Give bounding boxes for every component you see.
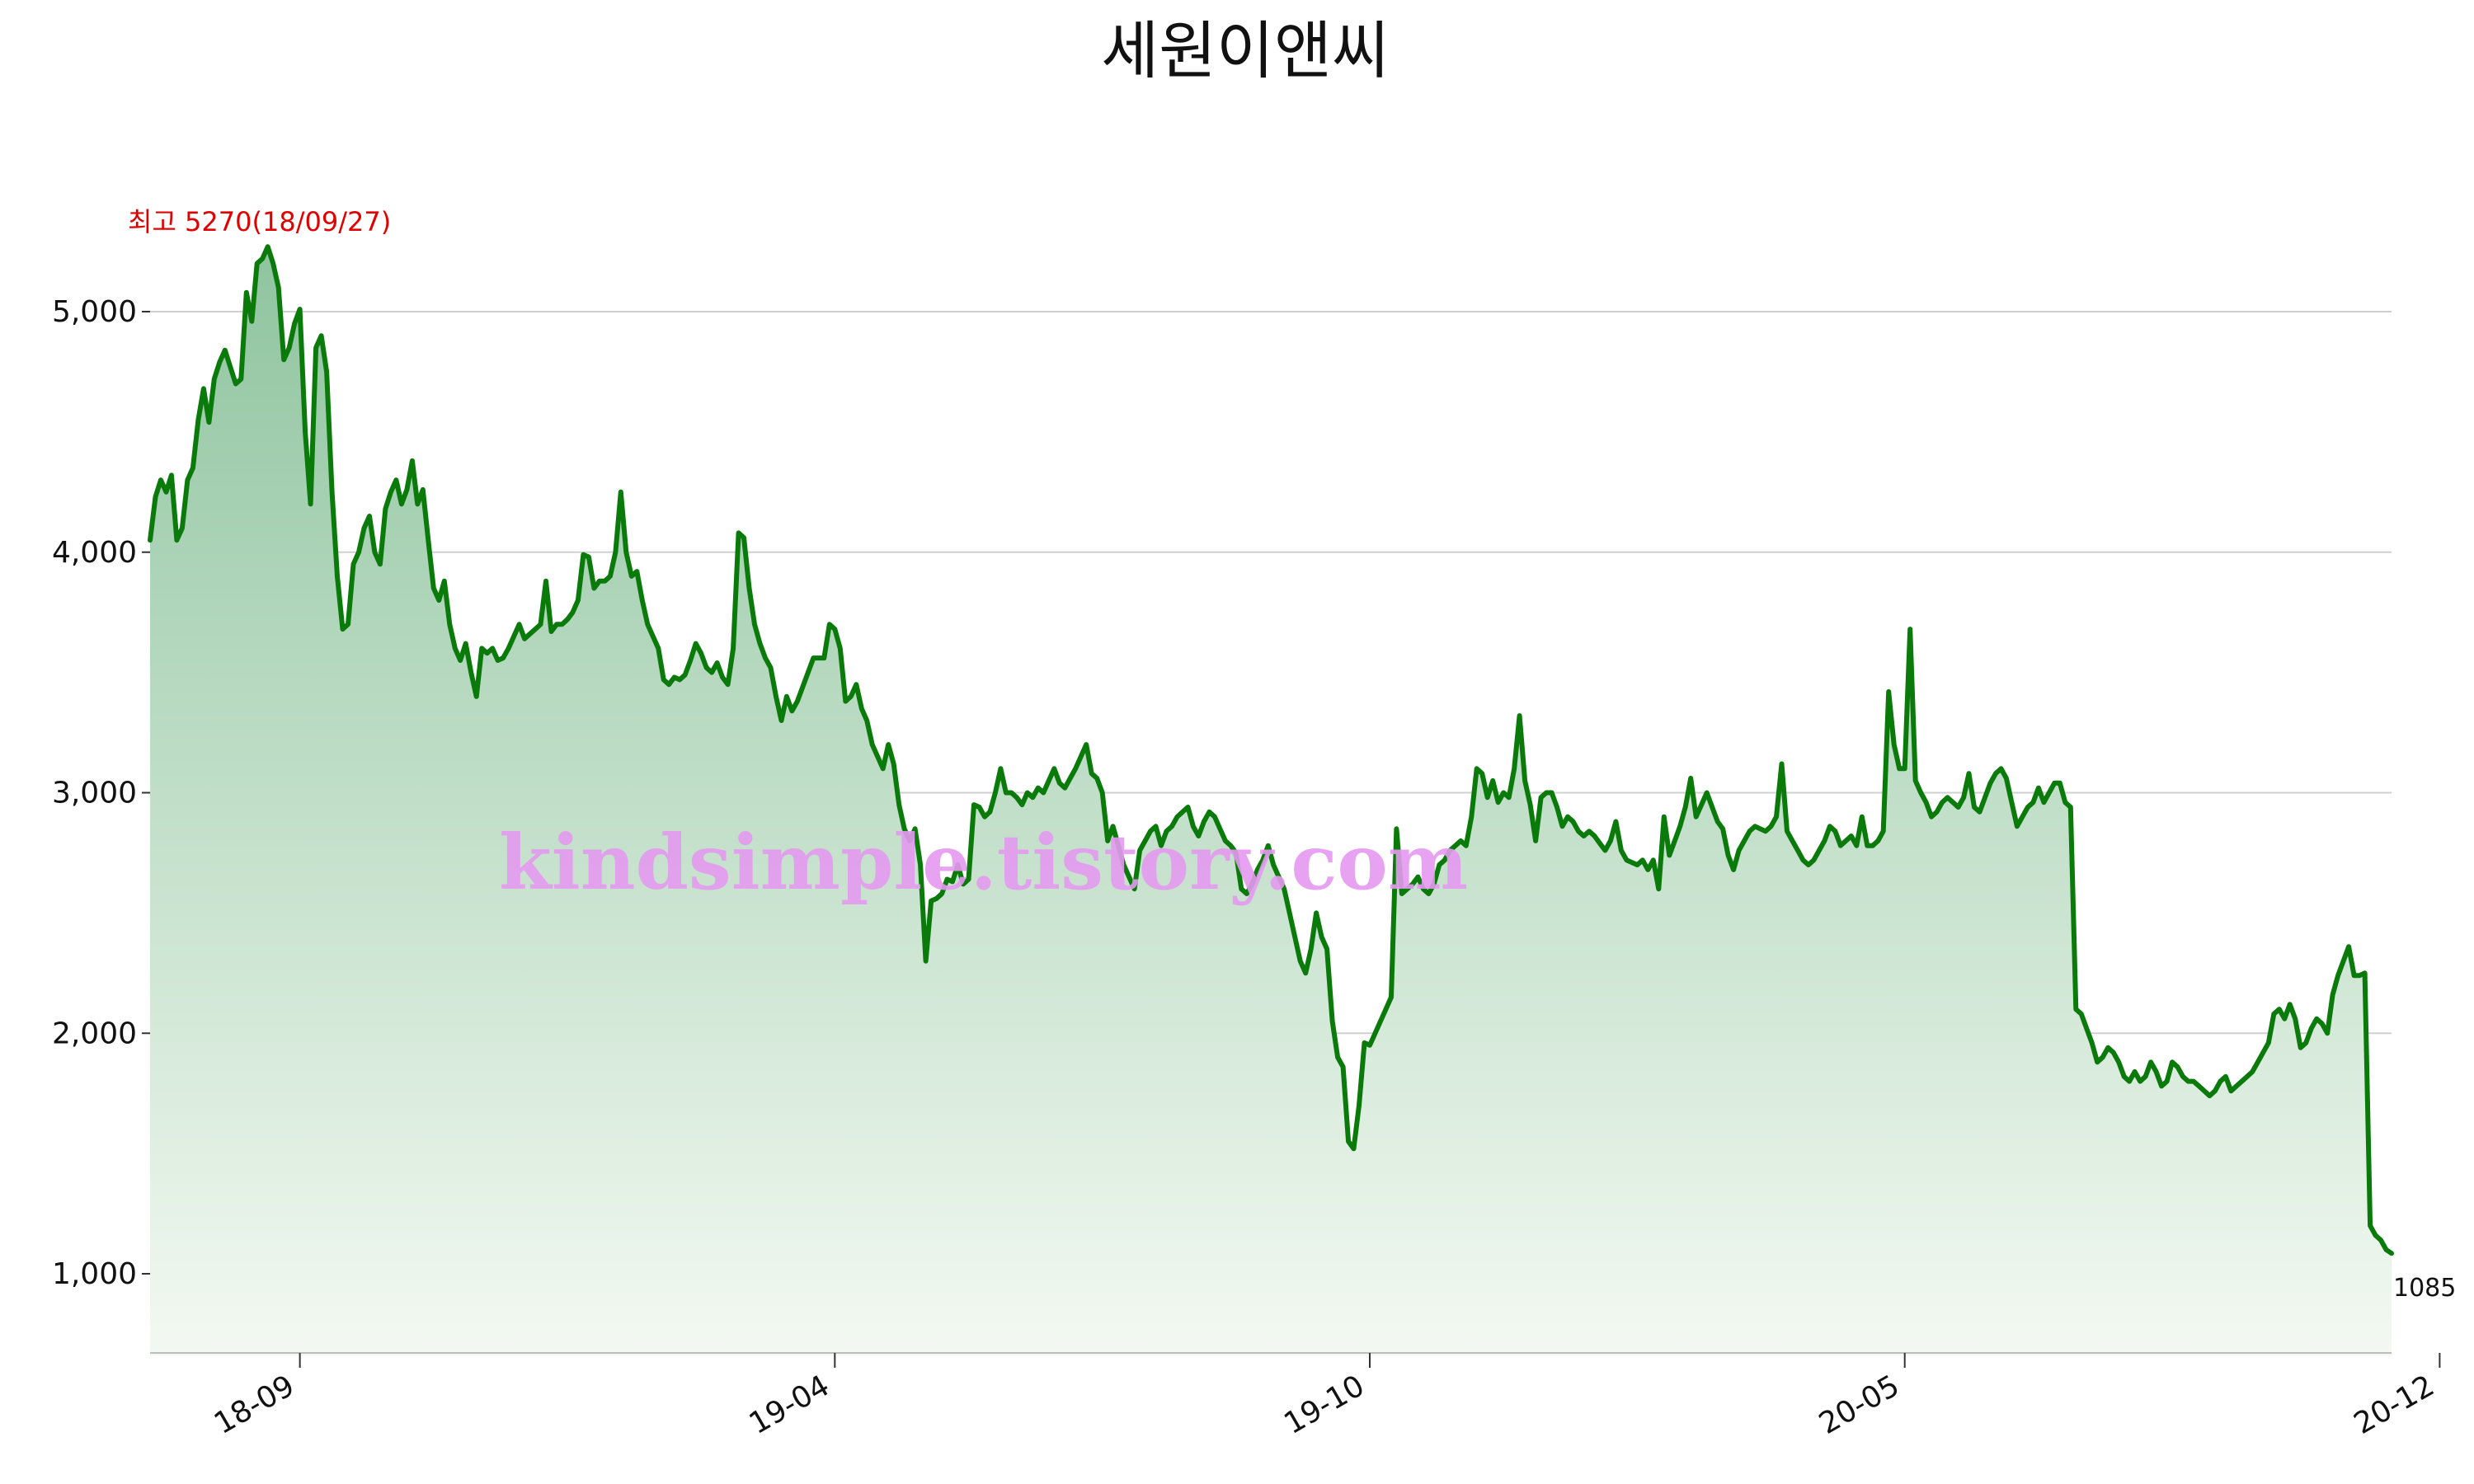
max-price-annotation: 최고 5270(18/09/27): [128, 206, 391, 237]
y-tick-label: 1,000: [52, 1257, 137, 1291]
y-tick-label: 5,000: [52, 295, 137, 329]
x-tick-label: 19-04: [744, 1369, 835, 1441]
x-tick-label: 19-10: [1278, 1369, 1370, 1441]
price-line: [148, 244, 2394, 1256]
x-tick-label: 18-09: [209, 1369, 300, 1441]
watermark-text: kindsimple.tistory.com: [499, 818, 1468, 907]
y-tick-label: 2,000: [52, 1017, 137, 1050]
x-tick-label: 20-12: [2349, 1369, 2440, 1441]
x-tick-label: 20-05: [1813, 1369, 1905, 1441]
y-axis-ticks: 1,000 2,000 3,000 4,000 5,000: [52, 295, 150, 1291]
y-tick-label: 4,000: [52, 536, 137, 570]
last-price-label: 1085: [2393, 1274, 2456, 1303]
price-area: [150, 247, 2392, 1356]
y-tick-label: 3,000: [52, 777, 137, 810]
chart-title: 세원이앤씨: [1101, 14, 1390, 87]
